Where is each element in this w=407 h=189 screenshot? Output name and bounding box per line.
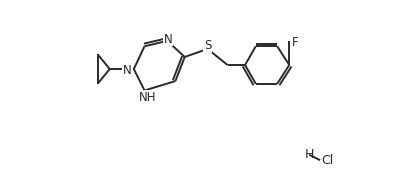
Text: H: H	[305, 148, 314, 161]
Text: N: N	[123, 64, 132, 77]
Text: S: S	[204, 39, 211, 52]
Text: NH: NH	[138, 91, 156, 104]
Text: Cl: Cl	[322, 154, 334, 167]
Text: F: F	[292, 36, 299, 49]
Text: N: N	[164, 33, 173, 46]
